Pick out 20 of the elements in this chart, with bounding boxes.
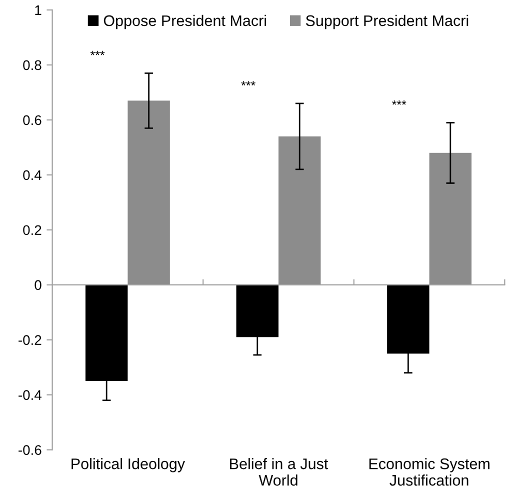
legend-label: Oppose President Macri	[104, 14, 266, 30]
y-tick-label: -0.6	[18, 445, 42, 455]
x-tick-label: Economic System Justification	[369, 458, 490, 486]
y-tick-label: 0.6	[23, 115, 42, 126]
annotation: ***	[241, 81, 256, 86]
annotation: ***	[392, 100, 406, 105]
bar	[429, 152, 472, 285]
y-tick-label: 0.4	[23, 170, 42, 180]
y-tick-label: -0.4	[18, 390, 42, 400]
y-tick-label: 0	[34, 280, 42, 290]
y-tick-label: -0.2	[18, 335, 42, 345]
y-tick-label: 0.2	[23, 225, 42, 236]
y-tick-label: 0.8	[23, 60, 42, 70]
y-tick-label: 1	[35, 5, 42, 15]
annotation: ***	[90, 50, 105, 56]
legend-label: Support President Macri	[306, 14, 468, 30]
x-tick-label: Belief in a Just World	[230, 458, 328, 486]
bar	[278, 136, 321, 285]
x-tick-label: Political Ideology	[72, 458, 185, 472]
bar	[128, 100, 170, 285]
